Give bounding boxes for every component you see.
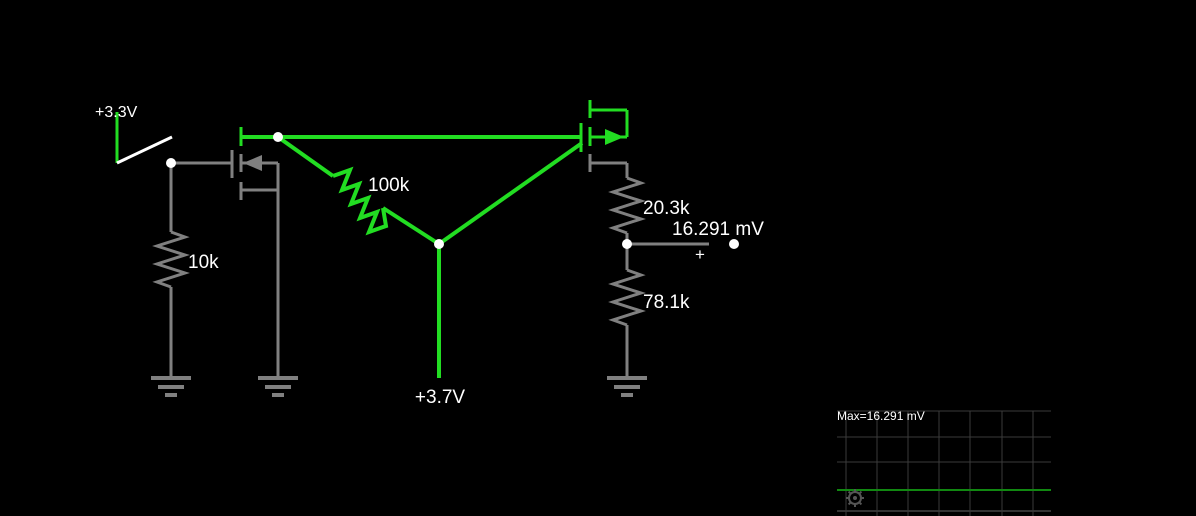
node-divider[interactable] (622, 239, 632, 249)
switch-blade[interactable] (116, 135, 173, 165)
resistor-10k[interactable] (152, 230, 190, 378)
resistor-label-78-1k: 78.1k (643, 292, 690, 313)
scope-grid (837, 410, 1051, 516)
diagonal-wire[interactable] (437, 141, 584, 246)
scope-panel[interactable]: Max=16.291 mV (837, 409, 1051, 516)
resistor-20-3k[interactable] (608, 163, 646, 244)
gear-icon[interactable] (846, 489, 864, 507)
switch-input[interactable] (115, 112, 173, 165)
node-gate[interactable] (166, 158, 176, 168)
probe-reading: 16.291 mV (672, 219, 764, 240)
scope-max-label: Max=16.291 mV (837, 409, 925, 423)
voltage-source-label-bottom: +3.7V (415, 387, 466, 408)
probe-polarity: + (695, 245, 705, 264)
ground-right (607, 376, 647, 397)
mosfet-left[interactable] (230, 127, 280, 378)
mosfet-right[interactable] (579, 100, 629, 172)
resistor-label-10k: 10k (188, 252, 219, 273)
node-top-left[interactable] (273, 132, 283, 142)
probe-terminal[interactable] (729, 239, 739, 249)
gate-wire[interactable] (169, 161, 232, 232)
ground-left (151, 376, 191, 397)
node-center[interactable] (434, 239, 444, 249)
resistor-label-100k: 100k (368, 175, 410, 196)
resistor-100k[interactable] (276, 135, 441, 246)
resistor-label-20-3k: 20.3k (643, 198, 690, 219)
voltage-source-label-left: +3.3V (95, 104, 138, 121)
resistor-78-1k[interactable] (608, 244, 646, 378)
ground-mosfet-left (258, 376, 298, 397)
